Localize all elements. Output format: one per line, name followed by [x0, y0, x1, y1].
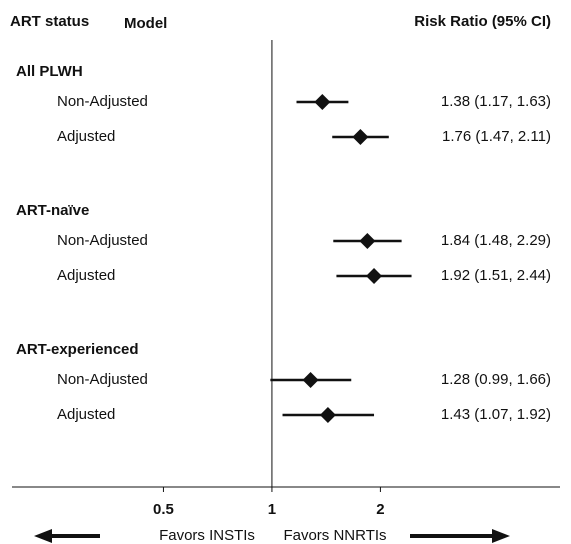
- x-tick-label: 1: [268, 501, 276, 518]
- model-label: Adjusted: [57, 406, 115, 423]
- point-estimate: [366, 268, 383, 284]
- point-estimate: [314, 94, 331, 110]
- point-estimate: [302, 372, 319, 388]
- group-label: ART-experienced: [16, 341, 139, 358]
- header-model: Model: [124, 15, 167, 32]
- model-label: Non-Adjusted: [57, 93, 148, 110]
- x-tick-label: 0.5: [153, 501, 174, 518]
- arrow-right-head: [492, 529, 510, 543]
- model-label: Non-Adjusted: [57, 371, 148, 388]
- estimate-label: 1.38 (1.17, 1.63): [441, 93, 551, 110]
- arrow-left-head: [34, 529, 52, 543]
- header-estimate: Risk Ratio (95% CI): [414, 13, 551, 30]
- estimate-label: 1.92 (1.51, 2.44): [441, 267, 551, 284]
- header-group: ART status: [10, 13, 89, 30]
- annotation-left: Favors INSTIs: [159, 527, 255, 544]
- estimate-label: 1.76 (1.47, 2.11): [442, 128, 551, 145]
- point-estimate: [352, 129, 369, 145]
- x-tick-label: 2: [376, 501, 384, 518]
- model-label: Non-Adjusted: [57, 232, 148, 249]
- group-label: All PLWH: [16, 63, 83, 80]
- estimate-label: 1.84 (1.48, 2.29): [441, 232, 551, 249]
- annotation-right: Favors NNRTIs: [283, 527, 386, 544]
- estimate-label: 1.43 (1.07, 1.92): [441, 406, 551, 423]
- point-estimate: [359, 233, 376, 249]
- group-label: ART-naïve: [16, 202, 89, 219]
- model-label: Adjusted: [57, 267, 115, 284]
- model-label: Adjusted: [57, 128, 115, 145]
- point-estimate: [319, 407, 336, 423]
- estimate-label: 1.28 (0.99, 1.66): [441, 371, 551, 388]
